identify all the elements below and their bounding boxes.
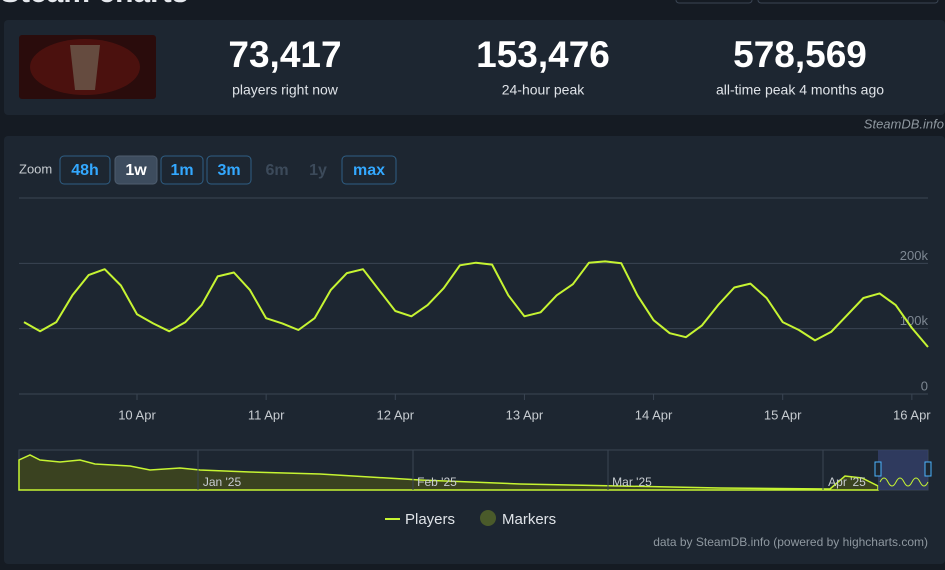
zoom-button[interactable]	[206, 155, 252, 185]
stat-label: players right now	[232, 82, 339, 98]
x-tick-label: 11 Apr	[248, 407, 285, 422]
x-tick-label: 10 Apr	[118, 407, 156, 422]
zoom-button-label: 1y	[309, 162, 327, 179]
navigator-selection[interactable]	[878, 450, 928, 490]
legend-label[interactable]: Markers	[502, 511, 556, 528]
navigator-handle[interactable]	[874, 461, 882, 477]
navigator-label: Apr '25	[828, 475, 866, 489]
footer: data by SteamDB.info (powered by highcha…	[653, 535, 928, 549]
stat-label: 24-hour peak	[502, 82, 586, 98]
navigator-label: Mar '25	[612, 475, 652, 489]
chart-panel	[4, 136, 945, 564]
zoom-button[interactable]	[341, 155, 397, 185]
y-tick-label: 200k	[900, 248, 929, 263]
credit: SteamDB.info	[864, 116, 944, 131]
stat-value: 73,417	[228, 34, 341, 75]
y-tick-label: 0	[921, 378, 928, 393]
legend-label[interactable]: Players	[405, 511, 455, 528]
navigator-label: Jan '25	[203, 475, 242, 489]
series-line	[23, 260, 929, 348]
zoom-button[interactable]	[59, 155, 111, 185]
stat-label: all-time peak 4 months ago	[716, 82, 884, 98]
zoom-button-label: 6m	[265, 162, 288, 179]
zoom-button-label[interactable]: 1w	[125, 162, 147, 179]
zoom-button-label[interactable]: 48h	[71, 162, 99, 179]
top-search[interactable]	[757, 0, 939, 4]
page-title: Steam charts	[0, 0, 188, 9]
zoom-button-label[interactable]: max	[353, 162, 385, 179]
zoom-button[interactable]	[160, 155, 204, 185]
zoom-button-label[interactable]: 1m	[170, 162, 193, 179]
legend-marker	[480, 510, 496, 526]
x-tick-label: 16 Apr	[893, 407, 931, 422]
logo-emblem	[70, 45, 100, 90]
zoom-button[interactable]	[114, 155, 158, 185]
y-tick-label: 100k	[900, 313, 929, 328]
zoom-label: Zoom	[19, 161, 52, 176]
navigator-selection-series	[879, 477, 929, 487]
stat-value: 153,476	[476, 34, 610, 75]
x-tick-label: 15 Apr	[764, 407, 802, 422]
x-tick-label: 12 Apr	[376, 407, 414, 422]
x-tick-label: 14 Apr	[635, 407, 673, 422]
stats-panel	[4, 20, 945, 115]
stat-value: 578,569	[733, 34, 867, 75]
navigator-series	[18, 454, 879, 491]
top-button[interactable]	[675, 0, 753, 4]
x-tick-label: 13 Apr	[506, 407, 544, 422]
navigator-label: Feb '25	[417, 475, 457, 489]
navigator-handle[interactable]	[924, 461, 932, 477]
zoom-button-label[interactable]: 3m	[217, 162, 240, 179]
